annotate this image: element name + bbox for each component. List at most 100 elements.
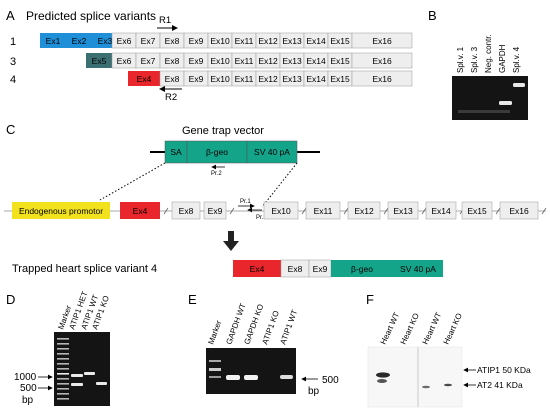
exon-ex2: Ex2	[66, 33, 92, 48]
exon-ex11: Ex11	[231, 32, 257, 49]
exon-label: Ex9	[189, 74, 204, 84]
trapped-beta-geo	[331, 260, 393, 277]
exon-ex5: Ex5	[86, 53, 112, 68]
locus-exon-ex14: Ex14	[425, 201, 457, 220]
intron-break	[495, 207, 501, 215]
exon-label: Ex16	[372, 56, 392, 66]
blot-f-lane-labels: Heart WT Heart KO Heart WT Heart KO	[379, 311, 464, 346]
gel-b-band-gapdh	[499, 101, 512, 105]
locus-exon-label: Ex9	[208, 206, 223, 216]
exon-label: Ex12	[258, 74, 278, 84]
exon-ex10: Ex10	[207, 70, 233, 87]
intron-break	[541, 207, 547, 215]
locus-exon-ex11: Ex11	[305, 201, 341, 220]
blot-f-label-at2: AT2 41 KDa	[477, 380, 523, 390]
exon-label: Ex8	[165, 36, 180, 46]
locus-exon-label: Ex13	[393, 206, 413, 216]
gel-b-band-splv4	[513, 83, 525, 87]
panel-f-label: F	[366, 292, 374, 307]
exon-ex6: Ex6	[111, 32, 137, 49]
ladder-band	[57, 353, 69, 355]
exon-label: Ex14	[306, 56, 326, 66]
gel-e-lane-labels: Marker GAPDH WT GAPDH KO ATIP1 KO ATIP1 …	[206, 302, 299, 346]
locus-exon-ex13: Ex13	[387, 201, 419, 220]
gel-b-lane-2: Spl.v. 3	[470, 46, 479, 73]
exon-label: Ex1	[46, 36, 61, 46]
exon-ex4: Ex4	[128, 71, 160, 86]
gel-b-band-faint	[458, 110, 510, 113]
gel-d-band-het-2	[71, 383, 83, 386]
exon-label: Ex16	[372, 74, 392, 84]
ladder-band	[57, 378, 69, 380]
vector-sa-label: SA	[170, 147, 182, 157]
genomic-locus: Endogenous promotor Ex4 Ex8 Ex9 Ex10 Ex11 Ex1…	[4, 201, 547, 220]
trapped-ex4	[233, 260, 281, 277]
ladder-band	[57, 398, 69, 400]
exon-label: Ex13	[282, 36, 302, 46]
gel-d-lane-labels: Marker ATIP1 HET ATIP1 WT ATIP1 KO	[56, 290, 111, 331]
locus-exon-label: Ex4	[133, 206, 148, 216]
gel-b	[452, 76, 528, 120]
gel-e-band-gapdh-wt	[226, 375, 240, 380]
exon-label: Ex2	[72, 36, 87, 46]
panel-c-label: C	[6, 122, 15, 137]
ladder-band	[57, 363, 69, 365]
ladder-band	[57, 383, 69, 385]
exon-ex16: Ex16	[351, 52, 413, 69]
exon-label: Ex12	[258, 36, 278, 46]
exon-ex3: Ex3	[92, 33, 118, 48]
exon-ex9: Ex9	[183, 52, 209, 69]
exon-ex1: Ex1	[40, 33, 66, 48]
exon-ex13: Ex13	[279, 52, 305, 69]
exon-ex12: Ex12	[255, 32, 281, 49]
panel-a-title: Predicted splice variants	[26, 9, 156, 23]
trapped-sv40-label: SV 40 pA	[400, 264, 436, 274]
gel-b-lane-5: Spl.v. 4	[512, 46, 521, 73]
exon-ex8: Ex8	[159, 32, 185, 49]
exon-ex15: Ex15	[327, 32, 353, 49]
exon-label: Ex7	[141, 56, 156, 66]
exon-ex7: Ex7	[135, 52, 161, 69]
gel-b-lane-4: GAPDH	[498, 44, 507, 73]
blot-f-label-atip1: ATIP1 50 KDa	[477, 365, 531, 375]
row-label: 1	[10, 36, 16, 48]
gel-e-lane-5: ATIP1 WT	[278, 308, 299, 345]
exon-label: Ex10	[210, 56, 230, 66]
exon-ex12: Ex12	[255, 70, 281, 87]
exon-label: Ex13	[282, 74, 302, 84]
exon-label: Ex15	[330, 74, 350, 84]
vector-beta-geo-label: β-geo	[206, 147, 228, 157]
gel-d-unit: bp	[22, 395, 34, 406]
gel-d-band-ko	[96, 382, 107, 385]
exon-ex16: Ex16	[351, 32, 413, 49]
primer-pr1-label: Pr.1	[240, 199, 251, 205]
trapped-sv40	[393, 260, 443, 277]
exon-ex8: Ex8	[159, 52, 185, 69]
intron-break	[163, 207, 169, 215]
exon-label: Ex10	[210, 74, 230, 84]
locus-exon-ex15: Ex15	[461, 201, 493, 220]
blot-f-lane-3: Heart WT	[421, 311, 444, 346]
exon-ex13: Ex13	[279, 32, 305, 49]
exon-label: Ex5	[92, 56, 107, 66]
trapped-ex8-label: Ex8	[288, 264, 303, 274]
exon-label: Ex11	[235, 56, 254, 66]
gel-d-size-500: 500	[20, 383, 37, 394]
exon-label: Ex11	[235, 36, 254, 46]
locus-exon-label: Ex14	[431, 206, 451, 216]
ladder-band	[57, 388, 69, 390]
gel-e-band-gapdh-ko	[244, 375, 258, 380]
panel-e-label: E	[188, 292, 197, 307]
splice-variant-rows: 1 Ex1 Ex2 Ex3 Ex6 Ex7 Ex8 Ex9 Ex10 Ex11 Ex12 Ex13 Ex…	[10, 32, 413, 87]
ladder-band	[57, 338, 69, 340]
gel-e-unit: bp	[308, 386, 320, 397]
exon-label: Ex7	[141, 36, 156, 46]
exon-label: Ex4	[137, 74, 152, 84]
trapped-beta-geo-label: β-geo	[351, 264, 373, 274]
exon-label: Ex14	[306, 36, 326, 46]
exon-label: Ex6	[117, 56, 132, 66]
row-label: 4	[10, 74, 16, 86]
locus-exon-label: Ex10	[271, 206, 291, 216]
locus-exons: Ex4 Ex8 Ex9 Ex10 Ex11 Ex12 Ex13 Ex14 Ex15 Ex16	[120, 201, 547, 220]
